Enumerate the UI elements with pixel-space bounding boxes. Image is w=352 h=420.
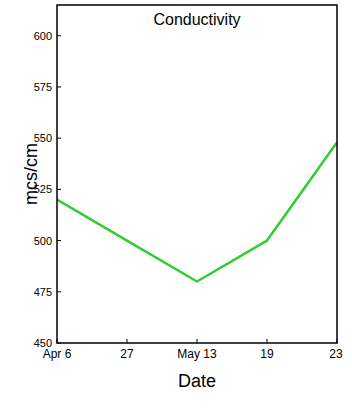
y-tick-label: 550	[34, 132, 52, 144]
data-line	[57, 142, 337, 281]
chart-svg: 450475500525550575600Apr 627May 131923Co…	[0, 0, 352, 420]
y-tick-label: 575	[34, 81, 52, 93]
y-tick-label: 475	[34, 286, 52, 298]
y-tick-label: 500	[34, 235, 52, 247]
x-tick-label: May 13	[177, 347, 217, 361]
y-axis-label: mcs/cm	[21, 143, 41, 205]
x-tick-label: 19	[260, 347, 274, 361]
chart-container: 450475500525550575600Apr 627May 131923Co…	[0, 0, 352, 420]
page: {"chart_data": {"type": "line", "title":…	[0, 0, 352, 420]
plot-area	[57, 142, 337, 281]
plot-frame	[57, 5, 337, 343]
x-axis-label: Date	[178, 371, 216, 391]
x-tick-label: 27	[120, 347, 134, 361]
y-tick-label: 600	[34, 30, 52, 42]
x-tick-label: Apr 6	[43, 347, 72, 361]
chart-title: Conductivity	[153, 11, 240, 28]
x-tick-label: 23	[329, 347, 343, 361]
